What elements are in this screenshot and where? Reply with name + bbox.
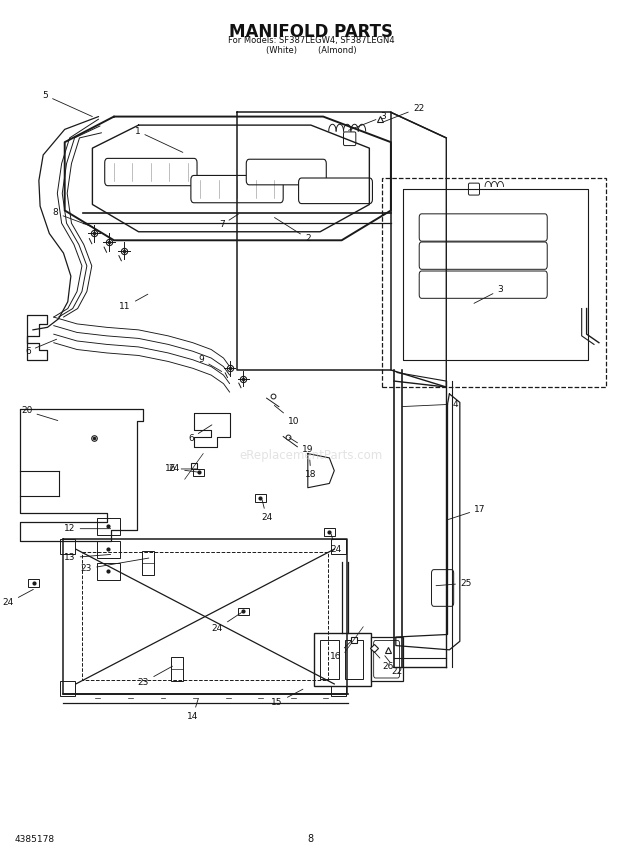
Text: 19: 19 (290, 437, 314, 454)
Bar (382, 178, 606, 387)
FancyBboxPatch shape (432, 569, 454, 606)
Bar (237, 608, 249, 615)
Text: 14: 14 (187, 698, 198, 721)
Bar (97, 562, 120, 580)
Text: 23: 23 (81, 558, 149, 574)
Text: 5: 5 (42, 91, 92, 116)
Text: 11: 11 (119, 294, 148, 312)
Bar (331, 681, 346, 696)
Text: 4385178: 4385178 (14, 835, 55, 844)
Bar (170, 657, 183, 681)
Text: 25: 25 (436, 579, 472, 588)
Text: 16: 16 (330, 641, 352, 661)
Text: 24: 24 (211, 613, 241, 633)
Bar (141, 551, 154, 574)
Text: 1: 1 (135, 127, 183, 152)
Text: 7: 7 (219, 214, 238, 229)
Text: 9: 9 (198, 355, 222, 372)
FancyBboxPatch shape (299, 178, 373, 204)
FancyBboxPatch shape (419, 214, 547, 241)
Text: 24: 24 (2, 590, 33, 608)
Bar (255, 494, 266, 502)
Bar (193, 468, 205, 476)
Text: 16: 16 (165, 465, 197, 473)
Bar (371, 637, 402, 681)
Bar (345, 640, 363, 679)
Text: 20: 20 (21, 407, 58, 420)
Text: 24: 24 (169, 465, 198, 473)
Text: 12: 12 (64, 524, 110, 533)
Text: 23: 23 (138, 666, 172, 687)
Text: 18: 18 (305, 460, 317, 479)
Text: 26: 26 (374, 651, 394, 671)
Text: 6: 6 (25, 339, 56, 356)
Text: For Models: SF387LEGW4, SF387LEGN4: For Models: SF387LEGW4, SF387LEGN4 (228, 35, 394, 45)
Text: 13: 13 (64, 553, 110, 562)
Bar (331, 539, 346, 555)
Text: 2: 2 (275, 217, 311, 243)
Text: (White)        (Almond): (White) (Almond) (265, 45, 356, 55)
Bar (97, 541, 120, 558)
Bar (29, 580, 40, 587)
FancyBboxPatch shape (469, 183, 479, 195)
Bar (320, 640, 339, 679)
FancyBboxPatch shape (246, 159, 326, 185)
Text: MANIFOLD PARTS: MANIFOLD PARTS (229, 23, 393, 41)
Text: 4: 4 (402, 400, 458, 408)
Text: eReplacementParts.com: eReplacementParts.com (239, 449, 383, 461)
Text: 10: 10 (274, 406, 299, 425)
Bar (60, 681, 75, 696)
Bar (314, 633, 371, 686)
Text: 24: 24 (261, 500, 272, 522)
Bar (97, 518, 120, 535)
FancyBboxPatch shape (191, 175, 283, 203)
Text: 8: 8 (53, 209, 92, 227)
Bar (324, 528, 335, 536)
Text: 3: 3 (474, 285, 503, 303)
FancyBboxPatch shape (419, 242, 547, 270)
Text: 15: 15 (272, 689, 303, 707)
Text: 3: 3 (348, 112, 386, 130)
Text: 8: 8 (308, 835, 314, 844)
FancyBboxPatch shape (419, 271, 547, 298)
FancyBboxPatch shape (374, 640, 399, 678)
Text: 17: 17 (448, 504, 486, 520)
Text: 24: 24 (330, 534, 341, 554)
Text: 6: 6 (188, 425, 212, 443)
Bar (60, 539, 75, 555)
FancyBboxPatch shape (105, 158, 197, 186)
Text: 22: 22 (384, 104, 424, 122)
FancyBboxPatch shape (343, 132, 356, 146)
Text: 22: 22 (385, 656, 402, 675)
